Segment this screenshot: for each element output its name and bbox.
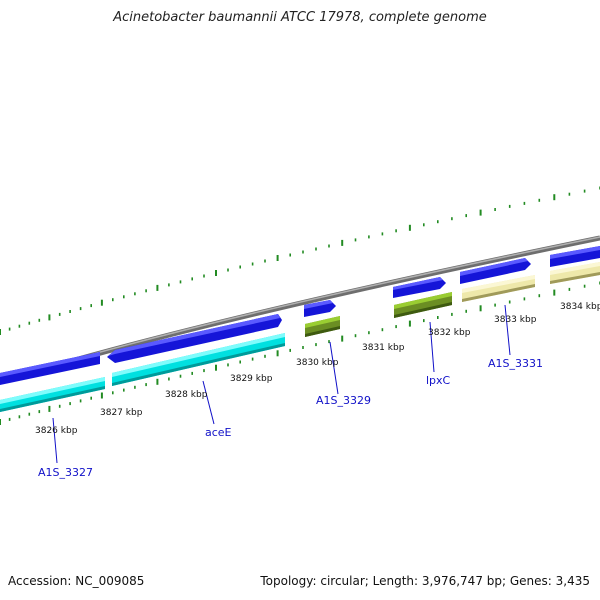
kbp-label: 3826 kbp [35,426,78,436]
kbp-label: 3828 kbp [165,390,208,400]
genome-stats-label: Topology: circular; Length: 3,976,747 bp… [260,574,590,588]
kbp-label: 3832 kbp [428,328,471,338]
accession-label: Accession: NC_009085 [8,574,145,588]
inner-tick-ring [0,281,600,425]
gene-feature-lpxc-forward[interactable] [393,277,446,298]
gene-label-acee[interactable]: aceE [205,426,232,439]
forward-strand-genes [0,246,600,385]
gene-label-a1s-3327[interactable]: A1S_3327 [38,466,93,479]
gene-labels: A1S_3327 aceE A1S_3329 lpxC A1S_3331 [38,357,543,479]
kbp-label: 3831 kbp [362,343,405,353]
kbp-label: 3827 kbp [100,408,143,418]
gene-label-leaders [52,304,511,464]
map-title: Acinetobacter baumannii ATCC 17978, comp… [113,10,487,25]
kbp-label: 3834 kbp [560,302,600,312]
feature-track-two [0,262,600,412]
gene-label-a1s-3331[interactable]: A1S_3331 [488,357,543,370]
gene-label-lpxc[interactable]: lpxC [426,374,451,387]
kbp-label: 3830 kbp [296,358,339,368]
gene-feature-a1s-3331-forward[interactable] [460,258,531,284]
gene-label-a1s-3329[interactable]: A1S_3329 [316,394,371,407]
outer-tick-ring [0,186,600,335]
kbp-label: 3829 kbp [230,374,273,384]
kbp-label: 3833 kbp [494,315,537,325]
kbp-scale-labels: 3826 kbp 3827 kbp 3828 kbp 3829 kbp 3830… [35,302,600,436]
